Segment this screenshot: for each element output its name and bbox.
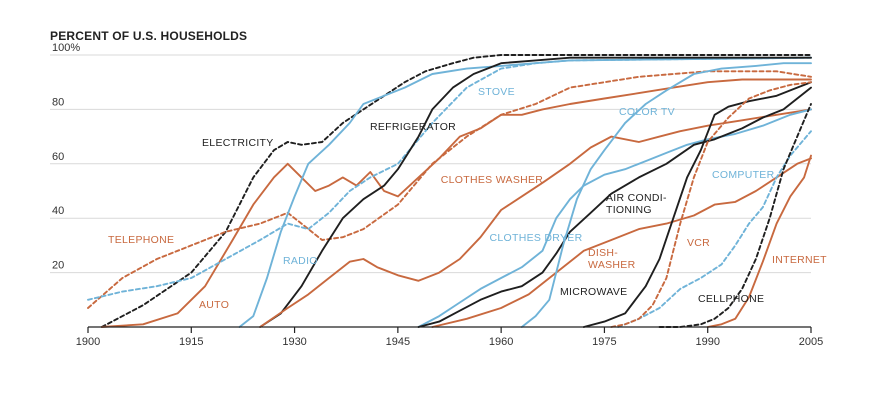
series-label-electricity: ELECTRICITY <box>202 137 274 149</box>
x-tick-label: 1945 <box>386 336 410 348</box>
series-label-cellphone: CELLPHONE <box>698 293 764 305</box>
x-tick-label: 1900 <box>76 336 100 348</box>
y-tick-label: 100% <box>52 42 80 54</box>
y-axis-title: PERCENT OF U.S. HOUSEHOLDS <box>50 29 247 43</box>
x-tick-label: 1975 <box>592 336 616 348</box>
series-label-vcr: VCR <box>687 237 710 249</box>
series-labels: ELECTRICITY TELEPHONE AUTO RADIO STOVE REFRIG… <box>108 86 827 311</box>
series-line-vcr <box>610 81 812 328</box>
series-label-internet: INTERNET <box>772 254 827 266</box>
series-label-microwave: MICROWAVE <box>560 286 627 298</box>
x-tick-label: 1915 <box>179 336 203 348</box>
x-tick-label: 2005 <box>799 336 823 348</box>
series-line-radio <box>238 56 812 328</box>
series-line-clothes-washer <box>259 108 812 328</box>
series-line-telephone <box>87 70 812 309</box>
y-tick-label: 20 <box>52 260 64 272</box>
series-line-refrigerator <box>259 56 812 328</box>
series-line-air-conditioning <box>417 86 812 328</box>
x-tick-label: 1990 <box>695 336 719 348</box>
series-label-computer: COMPUTER <box>712 169 775 181</box>
series-line-color-tv <box>520 62 812 328</box>
series-line-auto <box>100 78 812 328</box>
axes: 100% 80 60 40 20 1900 1915 1930 1945 1960 1975 1990… <box>52 42 823 348</box>
x-tick-label: 1960 <box>489 336 513 348</box>
series-label-dishwasher: DISH-WASHER <box>588 247 636 271</box>
series-line-clothes-dryer <box>417 108 812 328</box>
series-line-dishwasher <box>431 157 812 328</box>
series-label-refrigerator: REFRIGERATOR <box>370 121 456 133</box>
y-tick-label: 40 <box>52 205 64 217</box>
x-tick-label: 1930 <box>282 336 306 348</box>
series-label-air-conditioning: AIR CONDI-TIONING <box>606 192 667 216</box>
series-label-clothes-dryer: CLOTHES DRYER <box>490 232 583 244</box>
series-label-color-tv: COLOR TV <box>619 106 675 118</box>
series-line-cellphone <box>658 103 812 328</box>
series-line-computer <box>617 130 812 328</box>
series-label-telephone: TELEPHONE <box>108 234 174 246</box>
y-tick-label: 60 <box>52 151 64 163</box>
series-line-internet <box>706 154 812 328</box>
series-line-microwave <box>582 81 812 328</box>
series-label-radio: RADIO <box>283 255 318 267</box>
series-label-clothes-washer: CLOTHES WASHER <box>441 174 544 186</box>
y-tick-label: 80 <box>52 96 64 108</box>
series-line-stove <box>87 56 812 301</box>
series-label-stove: STOVE <box>478 86 515 98</box>
series-line-electricity <box>100 54 812 328</box>
series-label-auto: AUTO <box>199 299 229 311</box>
series-lines <box>87 54 812 328</box>
